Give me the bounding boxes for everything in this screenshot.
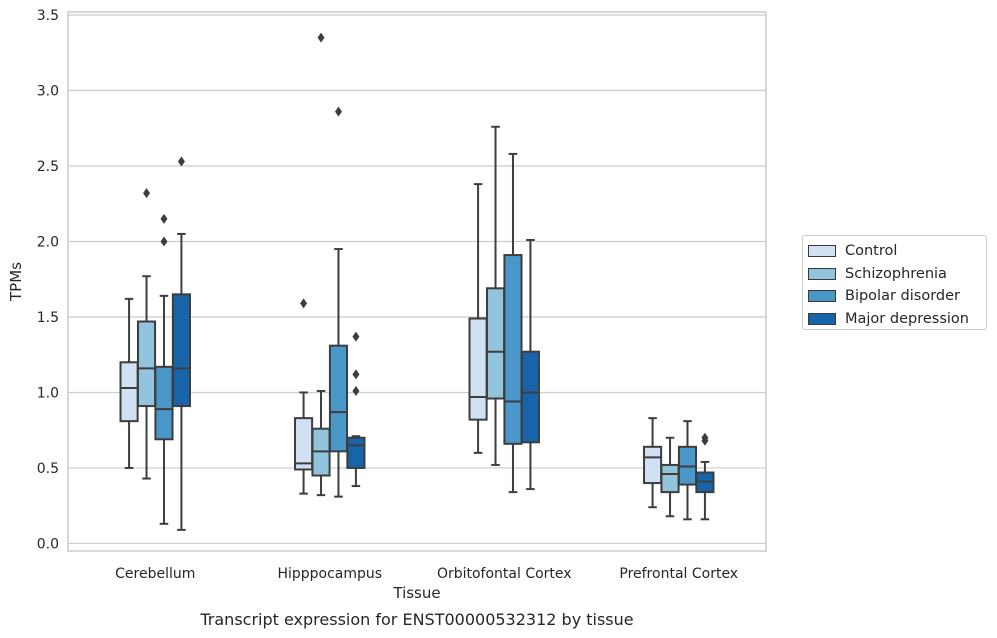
y-axis-ticks: 0.0 0.5 1.0 1.5 2.0 2.5 3.0 3.5	[37, 8, 59, 552]
legend-swatch-major-depression	[808, 312, 836, 325]
box-iqr	[346, 436, 366, 469]
box-control-hipppocampus	[294, 298, 314, 495]
legend: Control Schizophrenia Bipolar disorder M…	[802, 235, 987, 330]
box-iqr	[468, 317, 488, 421]
box-schizophrenia-orbitofontal-cortex	[485, 125, 506, 466]
outlier-point	[701, 435, 709, 446]
outlier-point	[352, 385, 360, 396]
box-iqr	[136, 320, 157, 408]
box-major-depression-cerebellum	[171, 156, 191, 531]
y-tick-label: 3.0	[37, 84, 59, 100]
legend-item-major-depression: Major depression	[808, 308, 986, 331]
outlier-point	[160, 236, 168, 247]
series-bipolar-disorder	[154, 106, 698, 525]
box-iqr	[503, 254, 523, 445]
outlier-point	[300, 298, 308, 309]
legend-swatch-schizophrenia	[808, 267, 836, 280]
x-tick-label: Orbitofontal Cortex	[437, 566, 572, 582]
box-major-depression-hipppocampus	[346, 331, 366, 488]
outlier-point	[317, 32, 325, 43]
box-control-cerebellum	[119, 297, 139, 469]
box-schizophrenia-hipppocampus	[311, 32, 331, 497]
box-iqr	[520, 350, 540, 444]
series-control	[119, 183, 663, 509]
box-iqr	[171, 293, 191, 408]
box-major-depression-prefrontal-cortex	[695, 432, 715, 521]
box-major-depression-orbitofontal-cortex	[520, 238, 540, 491]
series-major-depression	[171, 156, 715, 531]
box-iqr	[485, 287, 506, 400]
outlier-point	[177, 156, 185, 167]
legend-label-schizophrenia: Schizophrenia	[845, 265, 947, 282]
box-control-orbitofontal-cortex	[468, 183, 488, 454]
chart-title: Transcript expression for ENST0000053231…	[200, 610, 634, 629]
legend-label-major-depression: Major depression	[845, 310, 969, 327]
x-tick-label: Cerebellum	[115, 566, 195, 582]
box-iqr	[643, 445, 663, 485]
box-bipolar-disorder-orbitofontal-cortex	[503, 152, 523, 494]
box-schizophrenia-cerebellum	[136, 188, 157, 480]
y-tick-label: 0.5	[37, 461, 59, 477]
legend-item-schizophrenia: Schizophrenia	[808, 263, 986, 286]
y-tick-label: 2.5	[37, 159, 59, 175]
legend-swatch-bipolar-disorder	[808, 290, 836, 303]
x-tick-label: Prefrontal Cortex	[619, 566, 738, 582]
outlier-point	[334, 106, 342, 117]
y-tick-label: 2.0	[37, 234, 59, 250]
series-schizophrenia	[136, 32, 680, 518]
x-axis-title: Tissue	[392, 584, 440, 602]
x-tick-label: Hipppocampus	[277, 566, 382, 582]
box-iqr	[328, 344, 349, 453]
legend-item-control: Control	[808, 240, 986, 263]
plot-frame	[67, 11, 767, 552]
y-tick-label: 0.0	[37, 536, 59, 552]
outlier-point	[143, 188, 151, 199]
box-iqr	[294, 417, 314, 471]
box-bipolar-disorder-prefrontal-cortex	[677, 420, 698, 521]
box-iqr	[119, 361, 139, 423]
outlier-point	[352, 369, 360, 380]
legend-label-control: Control	[845, 243, 898, 260]
outlier-point	[352, 331, 360, 342]
outlier-point	[160, 213, 168, 224]
box-iqr	[660, 463, 680, 494]
box-control-prefrontal-cortex	[643, 417, 663, 509]
legend-swatch-control	[808, 245, 836, 258]
box-bipolar-disorder-cerebellum	[154, 213, 174, 525]
box-schizophrenia-prefrontal-cortex	[660, 436, 680, 518]
legend-item-bipolar-disorder: Bipolar disorder	[808, 285, 986, 308]
y-tick-label: 1.5	[37, 310, 59, 326]
y-axis-title: TPMs	[7, 262, 25, 302]
box-iqr	[154, 365, 174, 441]
y-tick-label: 1.0	[37, 385, 59, 401]
box-series	[119, 32, 715, 531]
x-axis-ticks: Cerebellum Hipppocampus Orbitofontal Corte…	[115, 566, 738, 582]
y-tick-label: 3.5	[37, 8, 59, 24]
legend-label-bipolar-disorder: Bipolar disorder	[845, 288, 960, 305]
box-bipolar-disorder-hipppocampus	[328, 106, 349, 498]
